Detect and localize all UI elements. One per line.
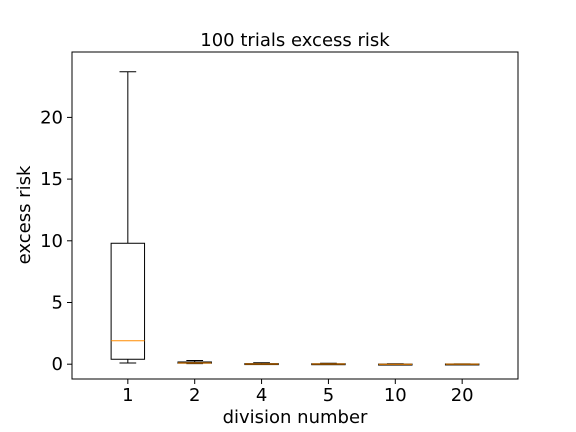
x-tick-label: 4 [256, 385, 267, 406]
y-tick-label: 10 [40, 231, 63, 252]
x-tick-label: 20 [451, 385, 474, 406]
box-2 [177, 359, 212, 365]
x-tick-label: 10 [384, 385, 407, 406]
y-tick-label: 0 [52, 354, 63, 375]
chart-title: 100 trials excess risk [200, 30, 390, 51]
y-tick-label: 20 [40, 107, 63, 128]
iqr-box [110, 242, 146, 360]
box-20 [444, 363, 480, 366]
box-10 [378, 363, 413, 366]
y-axis-label: excess risk [14, 165, 35, 264]
x-axis-ticks: 1 2 4 5 10 20 [122, 379, 474, 406]
plot-area-frame [71, 51, 519, 380]
x-tick-label: 2 [189, 385, 200, 406]
box-1 [110, 71, 146, 364]
box-5 [311, 362, 346, 366]
box-4 [244, 362, 279, 366]
y-tick-label: 15 [40, 169, 63, 190]
x-tick-label: 5 [323, 385, 334, 406]
y-axis-ticks: 0 5 10 15 20 [40, 107, 72, 375]
box-series [110, 71, 480, 366]
y-tick-label: 5 [52, 292, 63, 313]
x-axis-label: division number [223, 407, 368, 428]
x-tick-label: 1 [122, 385, 133, 406]
